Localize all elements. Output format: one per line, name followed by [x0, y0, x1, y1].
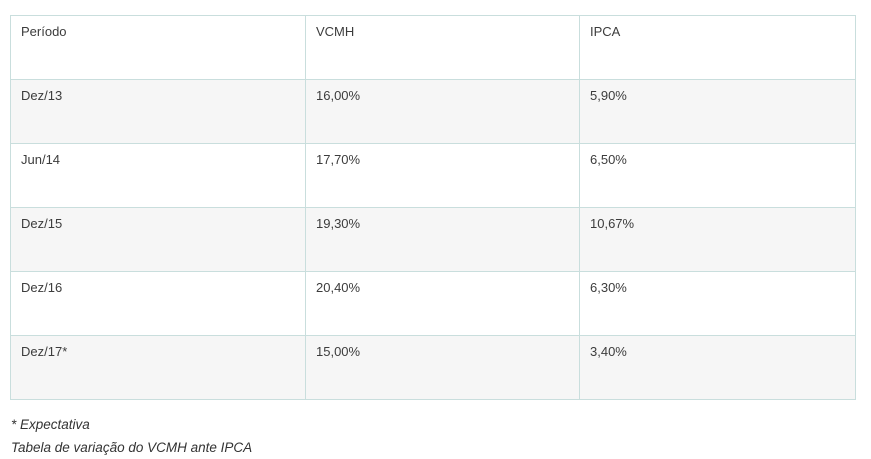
table-cell-vcmh: 19,30% [305, 207, 580, 272]
footnote-expectativa: * Expectativa [11, 417, 90, 432]
table-cell-ipca: 10,67% [579, 207, 856, 272]
header-cell-periodo: Período [10, 15, 306, 80]
data-table-container: Período VCMH IPCA Dez/13 16,00% 5,90% Ju… [10, 15, 856, 400]
table-cell-ipca: 6,30% [579, 271, 856, 336]
table-cell-periodo: Dez/15 [10, 207, 306, 272]
table-row: Dez/17* 15,00% 3,40% [10, 335, 856, 400]
table-cell-ipca: 6,50% [579, 143, 856, 208]
table-caption: Tabela de variação do VCMH ante IPCA [11, 440, 253, 455]
table-row: Jun/14 17,70% 6,50% [10, 143, 856, 208]
table-cell-vcmh: 20,40% [305, 271, 580, 336]
table-cell-vcmh: 16,00% [305, 79, 580, 144]
table-cell-ipca: 5,90% [579, 79, 856, 144]
table-row: Dez/16 20,40% 6,30% [10, 271, 856, 336]
header-cell-vcmh: VCMH [305, 15, 580, 80]
table-cell-vcmh: 15,00% [305, 335, 580, 400]
table-cell-periodo: Dez/16 [10, 271, 306, 336]
table-cell-ipca: 3,40% [579, 335, 856, 400]
table-header-row: Período VCMH IPCA [10, 15, 856, 80]
table-notes: * Expectativa Tabela de variação do VCMH… [11, 413, 252, 459]
table-cell-periodo: Dez/13 [10, 79, 306, 144]
table-row: Dez/13 16,00% 5,90% [10, 79, 856, 144]
header-cell-ipca: IPCA [579, 15, 856, 80]
table-cell-vcmh: 17,70% [305, 143, 580, 208]
table-cell-periodo: Dez/17* [10, 335, 306, 400]
table-cell-periodo: Jun/14 [10, 143, 306, 208]
vcmh-ipca-table: Período VCMH IPCA Dez/13 16,00% 5,90% Ju… [10, 15, 856, 400]
table-row: Dez/15 19,30% 10,67% [10, 207, 856, 272]
